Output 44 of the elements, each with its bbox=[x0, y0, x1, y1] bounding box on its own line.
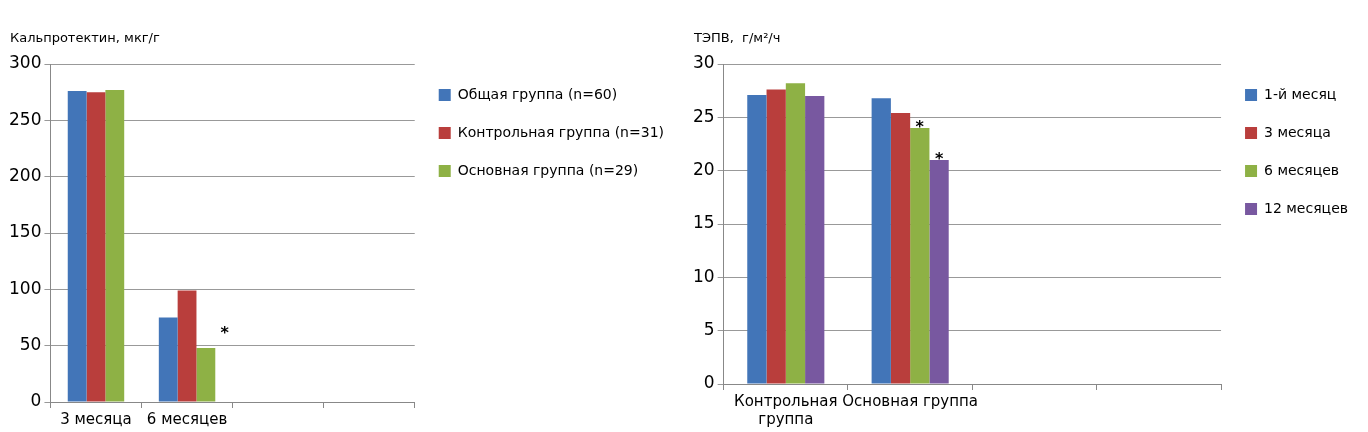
x-tick-label: Основная группа bbox=[842, 391, 979, 410]
y-tick-label: 0 bbox=[30, 390, 42, 411]
legend-label: Общая группа (n=60) bbox=[457, 85, 618, 102]
y-tick-label: 50 bbox=[19, 334, 42, 355]
legend-label: 6 месяцев bbox=[1264, 161, 1340, 178]
legend-label: 1-й месяц bbox=[1264, 85, 1337, 102]
y-tick-label: 10 bbox=[692, 265, 715, 286]
legend-label: Основная группа (n=29) bbox=[457, 161, 639, 178]
legend-label: Контрольная группа (n=31) bbox=[457, 123, 665, 140]
bar bbox=[785, 83, 806, 384]
bar bbox=[86, 92, 106, 402]
x-tick-label: Контрольная группа bbox=[734, 391, 838, 428]
annotation: * bbox=[915, 117, 925, 136]
y-tick-label: 20 bbox=[692, 159, 715, 180]
bar bbox=[929, 160, 949, 384]
bar bbox=[747, 94, 767, 384]
bar bbox=[871, 98, 891, 384]
legend-label: 12 месяцев bbox=[1264, 199, 1348, 216]
x-tick-label: 3 месяца bbox=[60, 409, 132, 428]
annotation: * bbox=[220, 322, 230, 342]
bar bbox=[910, 128, 930, 384]
y-tick-label: 300 bbox=[8, 52, 42, 73]
bar bbox=[805, 96, 825, 384]
y-axis-title: ТЭПВ, г/м²/ч bbox=[693, 30, 781, 45]
legend-label: 3 месяца bbox=[1264, 123, 1331, 140]
bar bbox=[890, 113, 911, 384]
x-tick-label: 6 месяцев bbox=[146, 409, 228, 428]
y-tick-label: 100 bbox=[8, 277, 42, 298]
bar bbox=[177, 290, 197, 402]
y-axis-title: Кальпротектин, мкг/г bbox=[10, 30, 160, 45]
bar bbox=[67, 91, 87, 402]
bar bbox=[105, 89, 125, 402]
y-tick-label: 30 bbox=[692, 52, 715, 73]
bar bbox=[196, 347, 216, 402]
bar bbox=[766, 89, 786, 384]
y-tick-label: 25 bbox=[692, 105, 715, 126]
y-tick-label: 5 bbox=[703, 319, 715, 340]
y-tick-label: 0 bbox=[703, 372, 715, 393]
y-tick-label: 15 bbox=[692, 212, 715, 233]
y-tick-label: 150 bbox=[8, 221, 42, 242]
y-tick-label: 250 bbox=[8, 108, 42, 129]
bar bbox=[158, 317, 178, 402]
y-tick-label: 200 bbox=[8, 165, 42, 186]
annotation: * bbox=[934, 149, 944, 168]
